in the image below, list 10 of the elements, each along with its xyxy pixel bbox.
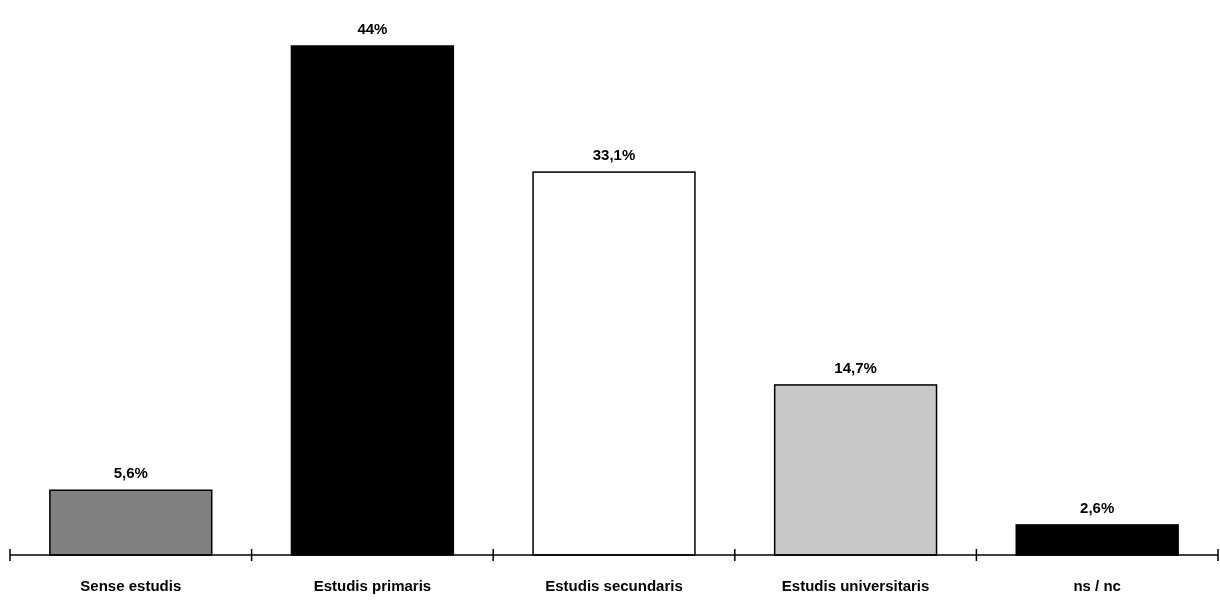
x-tick-label: Estudis universitaris: [781, 577, 930, 594]
data-label: 2,6%: [1080, 498, 1115, 516]
data-label: 33,1%: [592, 146, 636, 164]
data-label: 5,6%: [113, 464, 148, 482]
data-label: 14,7%: [834, 358, 877, 376]
x-tick-label: Estudis secundaris: [545, 577, 683, 594]
x-tick-label: Sense estudis: [80, 577, 182, 594]
x-tick-label: ns / nc: [1073, 577, 1121, 594]
x-tick-label: Estudis primaris: [313, 577, 432, 594]
data-label: 44%: [357, 20, 388, 37]
